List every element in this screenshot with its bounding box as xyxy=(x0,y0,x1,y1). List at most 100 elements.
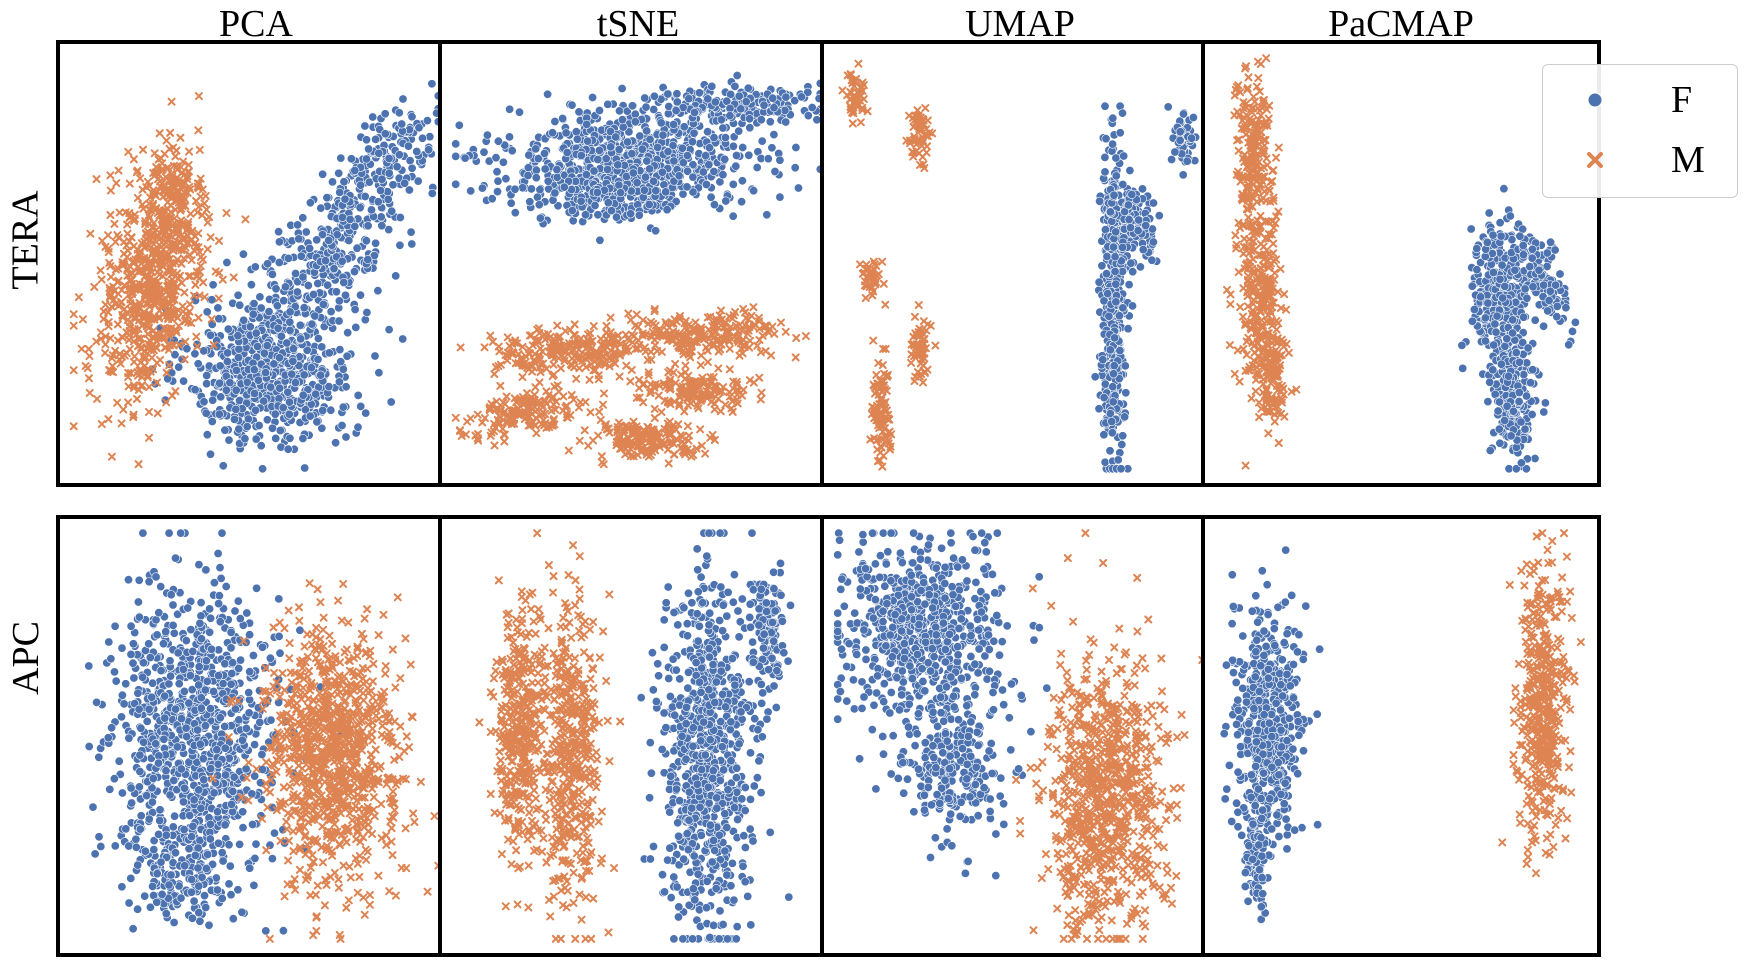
point-m xyxy=(740,341,749,350)
point-m xyxy=(644,368,653,377)
point-f xyxy=(703,94,713,104)
point-m xyxy=(931,341,940,350)
point-m xyxy=(126,212,135,221)
point-f xyxy=(526,184,536,194)
point-f xyxy=(240,434,250,444)
scatter-plot-tera-tsne xyxy=(451,70,825,469)
point-f xyxy=(501,174,511,184)
point-m xyxy=(218,275,227,284)
point-m xyxy=(178,302,187,311)
point-m xyxy=(709,341,718,350)
point-f xyxy=(559,182,569,192)
point-m xyxy=(863,273,872,282)
point-m xyxy=(680,375,689,384)
point-m xyxy=(156,182,165,191)
point-f xyxy=(642,156,652,166)
point-m xyxy=(862,282,871,291)
point-m xyxy=(120,305,129,314)
point-m xyxy=(119,260,128,269)
point-f xyxy=(298,213,308,223)
point-m xyxy=(584,330,593,339)
point-f xyxy=(355,290,365,300)
point-f xyxy=(630,117,640,127)
point-m xyxy=(194,243,203,252)
point-f xyxy=(395,213,405,223)
point-m xyxy=(640,343,649,352)
point-m xyxy=(162,368,171,377)
point-f xyxy=(669,156,679,166)
point-f xyxy=(326,405,336,415)
point-m xyxy=(104,415,113,424)
point-m xyxy=(514,350,523,359)
point-m xyxy=(135,341,144,350)
point-f xyxy=(688,187,698,197)
point-m xyxy=(106,171,115,180)
point-f xyxy=(588,92,598,102)
point-m xyxy=(696,361,705,370)
point-m xyxy=(874,270,883,279)
point-m xyxy=(106,186,115,195)
point-f xyxy=(726,89,736,99)
point-f xyxy=(273,323,283,333)
point-f xyxy=(743,83,753,93)
point-m xyxy=(503,418,512,427)
point-f xyxy=(524,150,534,160)
point-m xyxy=(520,414,529,423)
point-f xyxy=(351,322,361,332)
point-f xyxy=(533,154,543,164)
series-f xyxy=(1090,101,1201,474)
point-m xyxy=(650,383,659,392)
point-f xyxy=(1095,196,1105,206)
point-f xyxy=(407,163,417,173)
point-m xyxy=(167,97,176,106)
point-m xyxy=(486,431,495,440)
point-f xyxy=(269,359,279,369)
point-m xyxy=(193,182,202,191)
point-m xyxy=(536,368,545,377)
point-m xyxy=(675,336,684,345)
point-f xyxy=(770,167,780,177)
point-m xyxy=(109,295,118,304)
point-f xyxy=(190,349,200,359)
point-m xyxy=(657,408,666,417)
point-m xyxy=(99,307,108,316)
point-f xyxy=(361,154,371,164)
point-m xyxy=(110,287,119,296)
point-m xyxy=(173,313,182,322)
point-m xyxy=(846,95,855,104)
point-m xyxy=(456,426,465,435)
point-f xyxy=(1123,324,1133,334)
point-f xyxy=(688,172,698,182)
point-m xyxy=(518,342,527,351)
point-m xyxy=(183,188,192,197)
point-f xyxy=(384,154,394,164)
point-f xyxy=(1114,311,1124,321)
point-m xyxy=(145,199,154,208)
point-m xyxy=(599,400,608,409)
point-m xyxy=(241,215,250,224)
point-f xyxy=(592,188,602,198)
point-m xyxy=(142,292,151,301)
point-m xyxy=(594,375,603,384)
point-f xyxy=(262,415,272,425)
point-f xyxy=(1167,155,1177,165)
point-m xyxy=(680,389,689,398)
point-m xyxy=(666,366,675,375)
point-f xyxy=(380,109,390,119)
point-f xyxy=(756,115,766,125)
point-m xyxy=(716,407,725,416)
point-m xyxy=(846,70,855,79)
point-f xyxy=(1499,184,1509,194)
point-f xyxy=(548,128,558,138)
point-m xyxy=(486,331,495,340)
point-m xyxy=(511,336,520,345)
point-f xyxy=(1110,267,1120,277)
point-f xyxy=(384,225,394,235)
point-m xyxy=(597,340,606,349)
series-m xyxy=(69,92,250,469)
point-f xyxy=(179,376,189,386)
point-f xyxy=(223,324,233,334)
point-m xyxy=(153,409,162,418)
point-f xyxy=(224,435,234,445)
point-m xyxy=(912,140,921,149)
